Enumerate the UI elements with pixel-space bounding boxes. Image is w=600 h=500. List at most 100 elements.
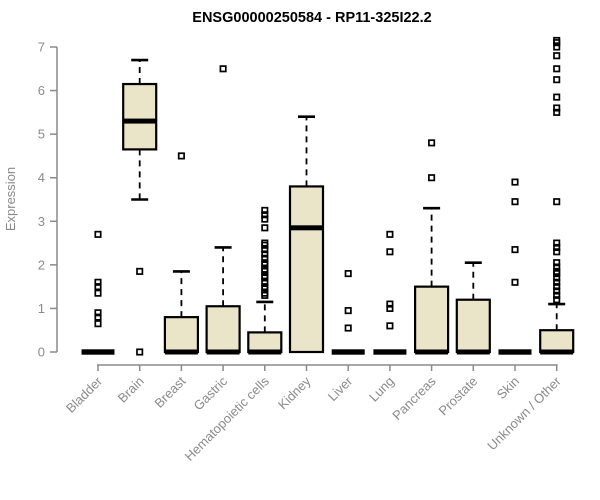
outlier-marker [261, 241, 269, 249]
outlier-marker [553, 104, 561, 112]
outlier-marker [261, 261, 269, 269]
box [288, 185, 325, 354]
outlier-marker [261, 267, 269, 275]
outlier-marker [94, 230, 102, 238]
outlier-marker [94, 278, 102, 286]
x-category-label: Lung [366, 374, 397, 405]
outlier-marker [553, 39, 561, 47]
median-line [123, 118, 157, 124]
outlier-marker [553, 248, 561, 256]
outlier-marker [553, 270, 561, 278]
outlier-marker [428, 139, 436, 147]
outlier-marker [553, 291, 561, 299]
x-category-label: Skin [494, 374, 522, 402]
outlier-marker [344, 307, 352, 315]
median-line [164, 349, 198, 355]
median-line [81, 349, 115, 355]
outlier-marker [553, 274, 561, 282]
y-tick-label: 0 [38, 345, 45, 360]
x-category-label: Brain [115, 374, 147, 406]
outlier-marker [261, 215, 269, 223]
boxplot-kidney [288, 115, 325, 354]
median-line [206, 349, 240, 355]
y-tick-label: 4 [38, 170, 45, 185]
y-tick-label: 3 [38, 214, 45, 229]
outlier-marker [553, 239, 561, 247]
outlier-marker [136, 348, 144, 356]
y-tick-label: 5 [38, 127, 45, 142]
outlier-marker [553, 43, 561, 51]
median-line [456, 349, 490, 355]
outlier-marker [261, 291, 269, 299]
x-category-label: Liver [325, 373, 356, 404]
outlier-marker [136, 267, 144, 275]
boxplot-breast [163, 152, 199, 355]
outlier-marker [261, 278, 269, 286]
outlier-marker [94, 320, 102, 328]
outlier-marker [553, 296, 561, 304]
median-line [415, 349, 449, 355]
boxplot-bladder [81, 230, 115, 355]
median-line [540, 349, 574, 355]
outlier-marker [553, 263, 561, 271]
box [205, 305, 241, 354]
x-category-label: Kidney [275, 373, 314, 412]
outlier-marker [261, 274, 269, 282]
y-tick-label: 7 [38, 40, 45, 55]
boxplot-prostate [455, 261, 491, 355]
boxplot-lung [373, 230, 407, 355]
outlier-marker [94, 309, 102, 317]
outlier-marker [553, 278, 561, 286]
box [163, 316, 199, 354]
outlier-marker [261, 285, 269, 293]
box [247, 331, 283, 354]
outlier-marker [261, 211, 269, 219]
outlier-marker [553, 93, 561, 101]
plot-area [81, 36, 575, 356]
outlier-marker [94, 283, 102, 291]
outlier-marker [511, 246, 519, 254]
box [122, 82, 158, 151]
outlier-marker [261, 206, 269, 214]
outlier-marker [177, 152, 185, 160]
x-category-label: Prostate [436, 374, 481, 419]
box [414, 285, 450, 354]
x-category-label: Pancreas [389, 373, 439, 423]
outlier-marker [511, 178, 519, 186]
median-line [498, 349, 532, 355]
outlier-marker [219, 65, 227, 73]
outlier-marker [553, 283, 561, 291]
y-tick-label: 6 [38, 83, 45, 98]
boxplot-unknown-other [539, 36, 575, 355]
y-tick-label: 2 [38, 257, 45, 272]
outlier-marker [553, 108, 561, 116]
outlier-marker [261, 224, 269, 232]
outlier-marker [553, 259, 561, 267]
outlier-marker [386, 304, 394, 312]
median-line [290, 225, 323, 231]
outlier-marker [553, 52, 561, 60]
outlier-marker [553, 243, 561, 251]
outlier-marker [261, 254, 269, 262]
outlier-marker [553, 287, 561, 295]
y-axis-label: Expression [3, 167, 18, 231]
outlier-marker [94, 313, 102, 321]
outlier-marker [344, 270, 352, 278]
boxplot-pancreas [414, 139, 450, 355]
boxplot-liver [331, 270, 365, 355]
outlier-marker [386, 322, 394, 330]
outlier-marker [553, 65, 561, 73]
x-category-label: Bladder [63, 373, 106, 416]
outlier-marker [553, 198, 561, 206]
y-tick-label: 1 [38, 301, 45, 316]
median-line [331, 349, 365, 355]
median-line [373, 349, 407, 355]
boxplot-gastric [205, 65, 241, 355]
outlier-marker [386, 300, 394, 308]
box [539, 329, 575, 354]
x-category-label: Breast [151, 373, 188, 410]
outlier-marker [261, 250, 269, 258]
x-category-label: Gastric [191, 373, 231, 413]
